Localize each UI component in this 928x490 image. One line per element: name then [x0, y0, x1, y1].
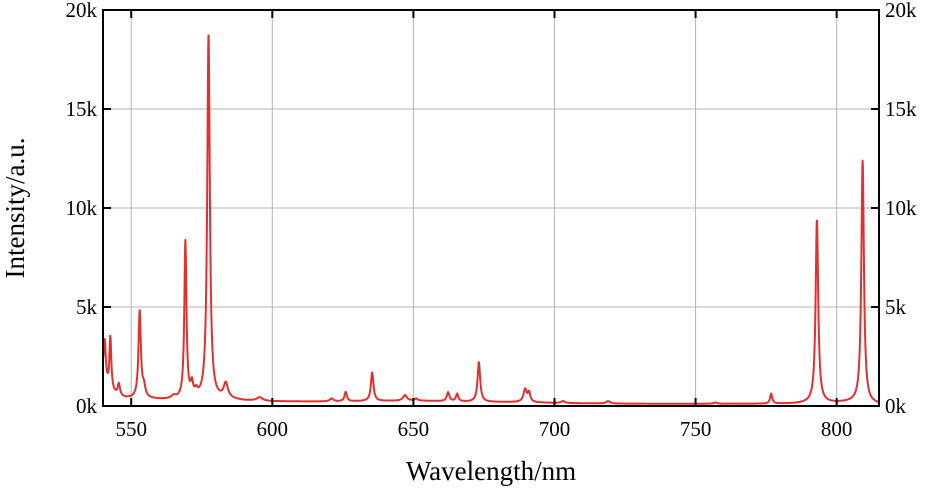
y-tick-label-left: 0k: [76, 394, 98, 418]
y-tick-label-right: 5k: [885, 295, 907, 319]
y-tick-label-left: 10k: [66, 196, 98, 220]
y-tick-label-left: 20k: [66, 0, 98, 22]
y-axis-title: Intensity/a.u.: [0, 138, 30, 279]
y-tick-labels-right: 0k 5k 10k 15k 20k: [885, 0, 917, 418]
y-tick-label-right: 0k: [885, 394, 907, 418]
y-tick-label-right: 10k: [885, 196, 917, 220]
y-tick-label-left: 5k: [76, 295, 98, 319]
grid-lines: [103, 9, 879, 407]
x-tick-label: 650: [398, 417, 430, 441]
x-tick-label: 800: [821, 417, 853, 441]
plot-area: [103, 34, 879, 405]
y-tick-label-right: 15k: [885, 97, 917, 121]
x-tick-label: 600: [257, 417, 289, 441]
y-tick-labels-left: 0k 5k 10k 15k 20k: [66, 0, 98, 418]
axis-ticks: [103, 9, 879, 407]
x-tick-label: 750: [680, 417, 712, 441]
x-tick-label: 700: [539, 417, 571, 441]
spectrum-line: [103, 34, 879, 405]
y-tick-label-right: 20k: [885, 0, 917, 22]
y-tick-label-left: 15k: [66, 97, 98, 121]
x-tick-labels: 550 600 650 700 750 800: [115, 417, 852, 441]
x-tick-label: 550: [115, 417, 147, 441]
x-axis-title: Wavelength/nm: [406, 456, 576, 486]
